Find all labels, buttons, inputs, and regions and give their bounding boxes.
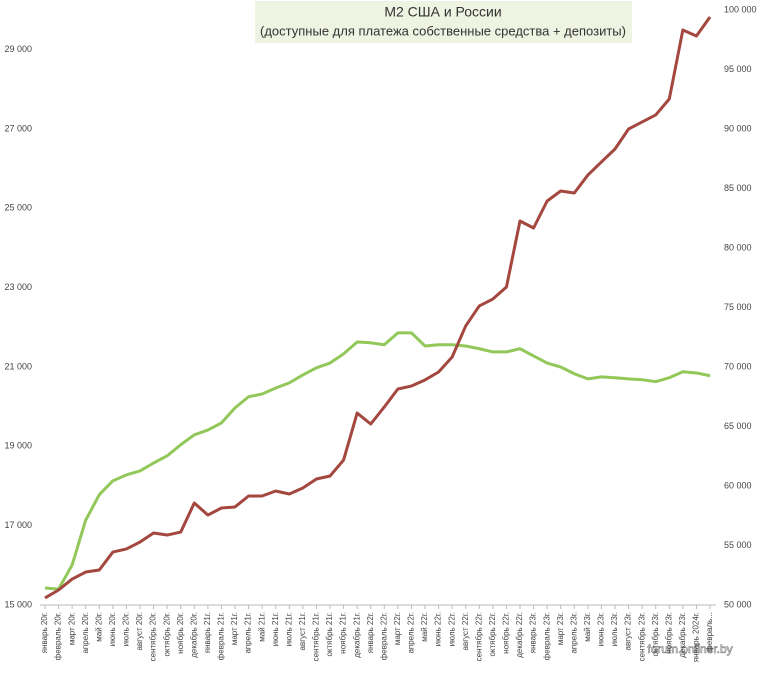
x-tick-label: май 20г. bbox=[94, 612, 103, 642]
x-tick-label: октябрь 22г. bbox=[488, 612, 497, 657]
x-tick-label: январь 22г. bbox=[366, 612, 375, 653]
x-tick-label: май 21г. bbox=[257, 612, 266, 642]
watermark: forum.onliner.by bbox=[647, 642, 732, 656]
x-tick-label: сентябрь 20г. bbox=[149, 612, 158, 661]
x-tick-label: май 23г. bbox=[583, 612, 592, 642]
x-tick-label: август 23г. bbox=[624, 612, 633, 650]
series-line bbox=[44, 16, 712, 600]
x-tick-label: ноябрь 20г. bbox=[176, 612, 185, 654]
x-tick-label: сентябрь 21г. bbox=[312, 612, 321, 661]
x-tick-label: январь 23г. bbox=[529, 612, 538, 653]
x-tick-label: октябрь 20г. bbox=[162, 612, 171, 657]
x-tick-label: ноябрь 21г. bbox=[339, 612, 348, 654]
x-tick-label: февраль 23г. bbox=[542, 612, 551, 660]
y2-tick-label: 90 000 bbox=[724, 123, 752, 133]
y-tick-label: 17 000 bbox=[4, 520, 32, 530]
chart-title: М2 США и России bbox=[384, 4, 501, 20]
x-tick-label: январь 21г. bbox=[203, 612, 212, 653]
x-tick-label: июнь 23г. bbox=[597, 612, 606, 646]
x-tick-label: июль 21г. bbox=[284, 612, 293, 646]
x-tick-label: апрель 21г. bbox=[244, 612, 253, 654]
x-tick-label: июнь 22г. bbox=[434, 612, 443, 646]
y-tick-label: 15 000 bbox=[4, 599, 32, 609]
x-tick-label: август 21г. bbox=[298, 612, 307, 650]
x-tick-label: октябрь 23г. bbox=[651, 612, 660, 657]
x-tick-label: май 22г. bbox=[420, 612, 429, 642]
x-tick-label: ноябрь 22г. bbox=[502, 612, 511, 654]
y2-tick-label: 85 000 bbox=[724, 183, 752, 193]
x-tick-label: февраль... bbox=[705, 612, 714, 652]
y-tick-label: 27 000 bbox=[4, 123, 32, 133]
x-tick-label: июнь 20г. bbox=[108, 612, 117, 646]
x-tick-label: апрель 22г. bbox=[407, 612, 416, 654]
x-tick-label: декабрь 21г. bbox=[352, 612, 361, 658]
x-tick-label: июль 23г. bbox=[610, 612, 619, 646]
y2-tick-label: 50 000 bbox=[724, 599, 752, 609]
x-tick-label: январь 2024г. bbox=[692, 612, 701, 662]
x-tick-label: декабрь 22г. bbox=[515, 612, 524, 658]
x-tick-label: декабрь 23г. bbox=[678, 612, 687, 658]
x-tick-label: сентябрь 22г. bbox=[474, 612, 483, 661]
y-tick-label: 23 000 bbox=[4, 282, 32, 292]
chart-subtitle: (доступные для платежа собственные средс… bbox=[260, 23, 626, 38]
y2-tick-label: 95 000 bbox=[724, 64, 752, 74]
y2-tick-label: 55 000 bbox=[724, 540, 752, 550]
y-tick-label: 29 000 bbox=[4, 44, 32, 54]
y-tick-label: 19 000 bbox=[4, 441, 32, 451]
x-tick-label: январь 20г. bbox=[40, 612, 49, 653]
x-tick-label: март 21г. bbox=[230, 612, 239, 645]
x-tick-label: август 20г. bbox=[135, 612, 144, 650]
x-tick-label: ноябрь 23г. bbox=[664, 612, 673, 654]
x-tick-label: декабрь 20г. bbox=[189, 612, 198, 658]
series-line bbox=[44, 331, 711, 591]
x-tick-label: сентябрь 23г. bbox=[637, 612, 646, 661]
x-tick-label: апрель 23г. bbox=[569, 612, 578, 654]
x-tick-label: октябрь 21г. bbox=[325, 612, 334, 657]
y2-tick-label: 70 000 bbox=[724, 361, 752, 371]
x-tick-label: август 22г. bbox=[461, 612, 470, 650]
x-tick-label: февраль 22г. bbox=[379, 612, 388, 660]
x-tick-label: июль 20г. bbox=[122, 612, 131, 646]
x-tick-label: февраль 21г. bbox=[217, 612, 226, 660]
title-box bbox=[255, 1, 632, 43]
y2-tick-label: 65 000 bbox=[724, 421, 752, 431]
y-tick-label: 21 000 bbox=[4, 361, 32, 371]
y2-tick-label: 60 000 bbox=[724, 480, 752, 490]
x-tick-label: март 20г. bbox=[67, 612, 76, 645]
x-tick-label: февраль 20г. bbox=[54, 612, 63, 660]
x-tick-label: июнь 21г. bbox=[271, 612, 280, 646]
x-tick-label: апрель 20г. bbox=[81, 612, 90, 654]
y2-tick-label: 75 000 bbox=[724, 302, 752, 312]
y2-tick-label: 80 000 bbox=[724, 242, 752, 252]
x-tick-label: март 22г. bbox=[393, 612, 402, 645]
x-tick-label: март 23г. bbox=[556, 612, 565, 645]
y2-tick-label: 100 000 bbox=[724, 4, 757, 14]
y-tick-label: 25 000 bbox=[4, 203, 32, 213]
x-tick-label: июль 22г. bbox=[447, 612, 456, 646]
